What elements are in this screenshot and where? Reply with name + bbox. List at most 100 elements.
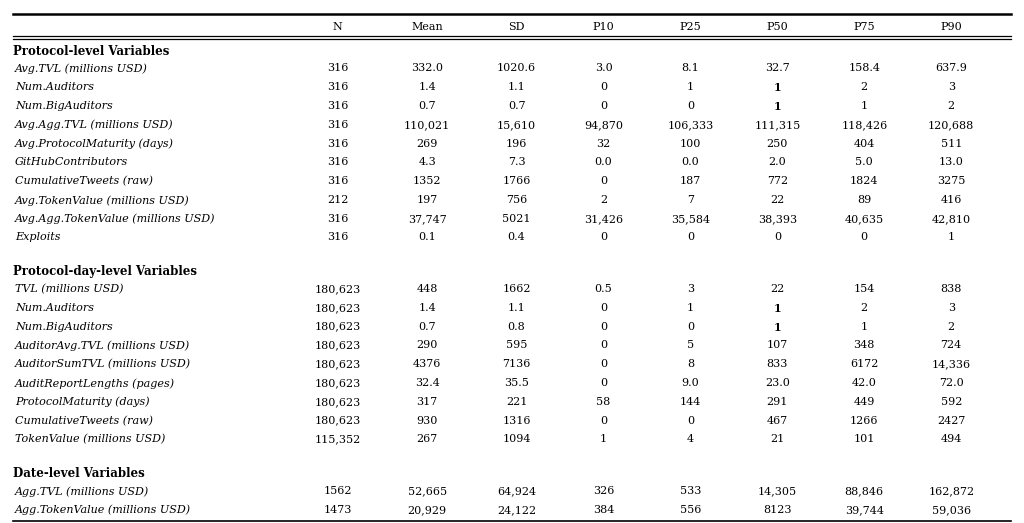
Text: 40,635: 40,635 <box>845 214 884 224</box>
Text: 162,872: 162,872 <box>928 486 974 496</box>
Text: 316: 316 <box>327 157 348 167</box>
Text: 0.7: 0.7 <box>508 101 525 111</box>
Text: 120,688: 120,688 <box>928 120 975 130</box>
Text: 106,333: 106,333 <box>668 120 714 130</box>
Text: 1352: 1352 <box>413 176 441 186</box>
Text: 42,810: 42,810 <box>932 214 971 224</box>
Text: 1: 1 <box>861 101 868 111</box>
Text: 384: 384 <box>593 505 614 515</box>
Text: 494: 494 <box>940 435 962 445</box>
Text: 772: 772 <box>767 176 787 186</box>
Text: 59,036: 59,036 <box>932 505 971 515</box>
Text: Avg.ProtocolMaturity (days): Avg.ProtocolMaturity (days) <box>15 139 174 149</box>
Text: 2: 2 <box>947 101 954 111</box>
Text: P90: P90 <box>940 22 963 32</box>
Text: 5021: 5021 <box>503 214 530 224</box>
Text: 316: 316 <box>327 101 348 111</box>
Text: 1: 1 <box>687 303 694 313</box>
Text: 144: 144 <box>680 397 701 407</box>
Text: 838: 838 <box>940 284 962 294</box>
Text: Agg.TokenValue (millions USD): Agg.TokenValue (millions USD) <box>15 505 191 515</box>
Text: 1020.6: 1020.6 <box>497 63 537 74</box>
Text: 0.7: 0.7 <box>419 322 436 332</box>
Text: 100: 100 <box>680 139 701 149</box>
Text: 467: 467 <box>767 416 788 426</box>
Text: 511: 511 <box>940 139 962 149</box>
Text: N: N <box>333 22 342 32</box>
Text: 0: 0 <box>774 233 781 243</box>
Text: 0: 0 <box>687 101 694 111</box>
Text: SD: SD <box>508 22 525 32</box>
Text: 37,747: 37,747 <box>408 214 446 224</box>
Text: Protocol-level Variables: Protocol-level Variables <box>13 45 169 58</box>
Text: 52,665: 52,665 <box>408 486 446 496</box>
Text: 22: 22 <box>770 195 784 205</box>
Text: 180,623: 180,623 <box>314 284 360 294</box>
Text: 5.0: 5.0 <box>855 157 873 167</box>
Text: Avg.Agg.TVL (millions USD): Avg.Agg.TVL (millions USD) <box>15 120 174 130</box>
Text: 267: 267 <box>417 435 437 445</box>
Text: 180,623: 180,623 <box>314 303 360 313</box>
Text: 0: 0 <box>600 416 607 426</box>
Text: 1: 1 <box>773 82 781 93</box>
Text: P25: P25 <box>680 22 701 32</box>
Text: 196: 196 <box>506 139 527 149</box>
Text: 316: 316 <box>327 176 348 186</box>
Text: 724: 724 <box>941 340 962 350</box>
Text: 348: 348 <box>854 340 874 350</box>
Text: 0: 0 <box>600 233 607 243</box>
Text: 1766: 1766 <box>503 176 530 186</box>
Text: 0: 0 <box>687 416 694 426</box>
Text: 0: 0 <box>600 303 607 313</box>
Text: 88,846: 88,846 <box>845 486 884 496</box>
Text: 416: 416 <box>940 195 962 205</box>
Text: 0.0: 0.0 <box>595 157 612 167</box>
Text: AuditorSumTVL (millions USD): AuditorSumTVL (millions USD) <box>15 359 191 370</box>
Text: 316: 316 <box>327 82 348 92</box>
Text: 756: 756 <box>506 195 527 205</box>
Text: 94,870: 94,870 <box>584 120 623 130</box>
Text: 42.0: 42.0 <box>852 378 877 388</box>
Text: 7.3: 7.3 <box>508 157 525 167</box>
Text: 1824: 1824 <box>850 176 879 186</box>
Text: 0.0: 0.0 <box>682 157 699 167</box>
Text: 212: 212 <box>327 195 348 205</box>
Text: 1094: 1094 <box>503 435 530 445</box>
Text: 0.5: 0.5 <box>595 284 612 294</box>
Text: 8: 8 <box>687 359 694 369</box>
Text: 0.1: 0.1 <box>418 233 436 243</box>
Text: 14,305: 14,305 <box>758 486 797 496</box>
Text: 180,623: 180,623 <box>314 416 360 426</box>
Text: 3: 3 <box>687 284 694 294</box>
Text: 1: 1 <box>600 435 607 445</box>
Text: Avg.TokenValue (millions USD): Avg.TokenValue (millions USD) <box>15 195 189 206</box>
Text: 316: 316 <box>327 63 348 74</box>
Text: 1562: 1562 <box>324 486 352 496</box>
Text: Avg.Agg.TokenValue (millions USD): Avg.Agg.TokenValue (millions USD) <box>15 214 215 224</box>
Text: 0: 0 <box>600 322 607 332</box>
Text: 8.1: 8.1 <box>682 63 699 74</box>
Text: 404: 404 <box>854 139 874 149</box>
Text: 556: 556 <box>680 505 701 515</box>
Text: 38,393: 38,393 <box>758 214 797 224</box>
Text: 3.0: 3.0 <box>595 63 612 74</box>
Text: 316: 316 <box>327 233 348 243</box>
Text: 180,623: 180,623 <box>314 359 360 369</box>
Text: 23.0: 23.0 <box>765 378 790 388</box>
Text: 180,623: 180,623 <box>314 397 360 407</box>
Text: 4: 4 <box>687 435 694 445</box>
Text: Num.BigAuditors: Num.BigAuditors <box>15 101 113 111</box>
Text: 15,610: 15,610 <box>497 120 537 130</box>
Text: 187: 187 <box>680 176 701 186</box>
Text: 22: 22 <box>770 284 784 294</box>
Text: 0: 0 <box>600 378 607 388</box>
Text: 930: 930 <box>417 416 438 426</box>
Text: 13.0: 13.0 <box>939 157 964 167</box>
Text: 0: 0 <box>600 340 607 350</box>
Text: 0: 0 <box>600 101 607 111</box>
Text: 0: 0 <box>600 359 607 369</box>
Text: 1: 1 <box>947 233 954 243</box>
Text: Date-level Variables: Date-level Variables <box>13 467 144 480</box>
Text: 89: 89 <box>857 195 871 205</box>
Text: 250: 250 <box>767 139 788 149</box>
